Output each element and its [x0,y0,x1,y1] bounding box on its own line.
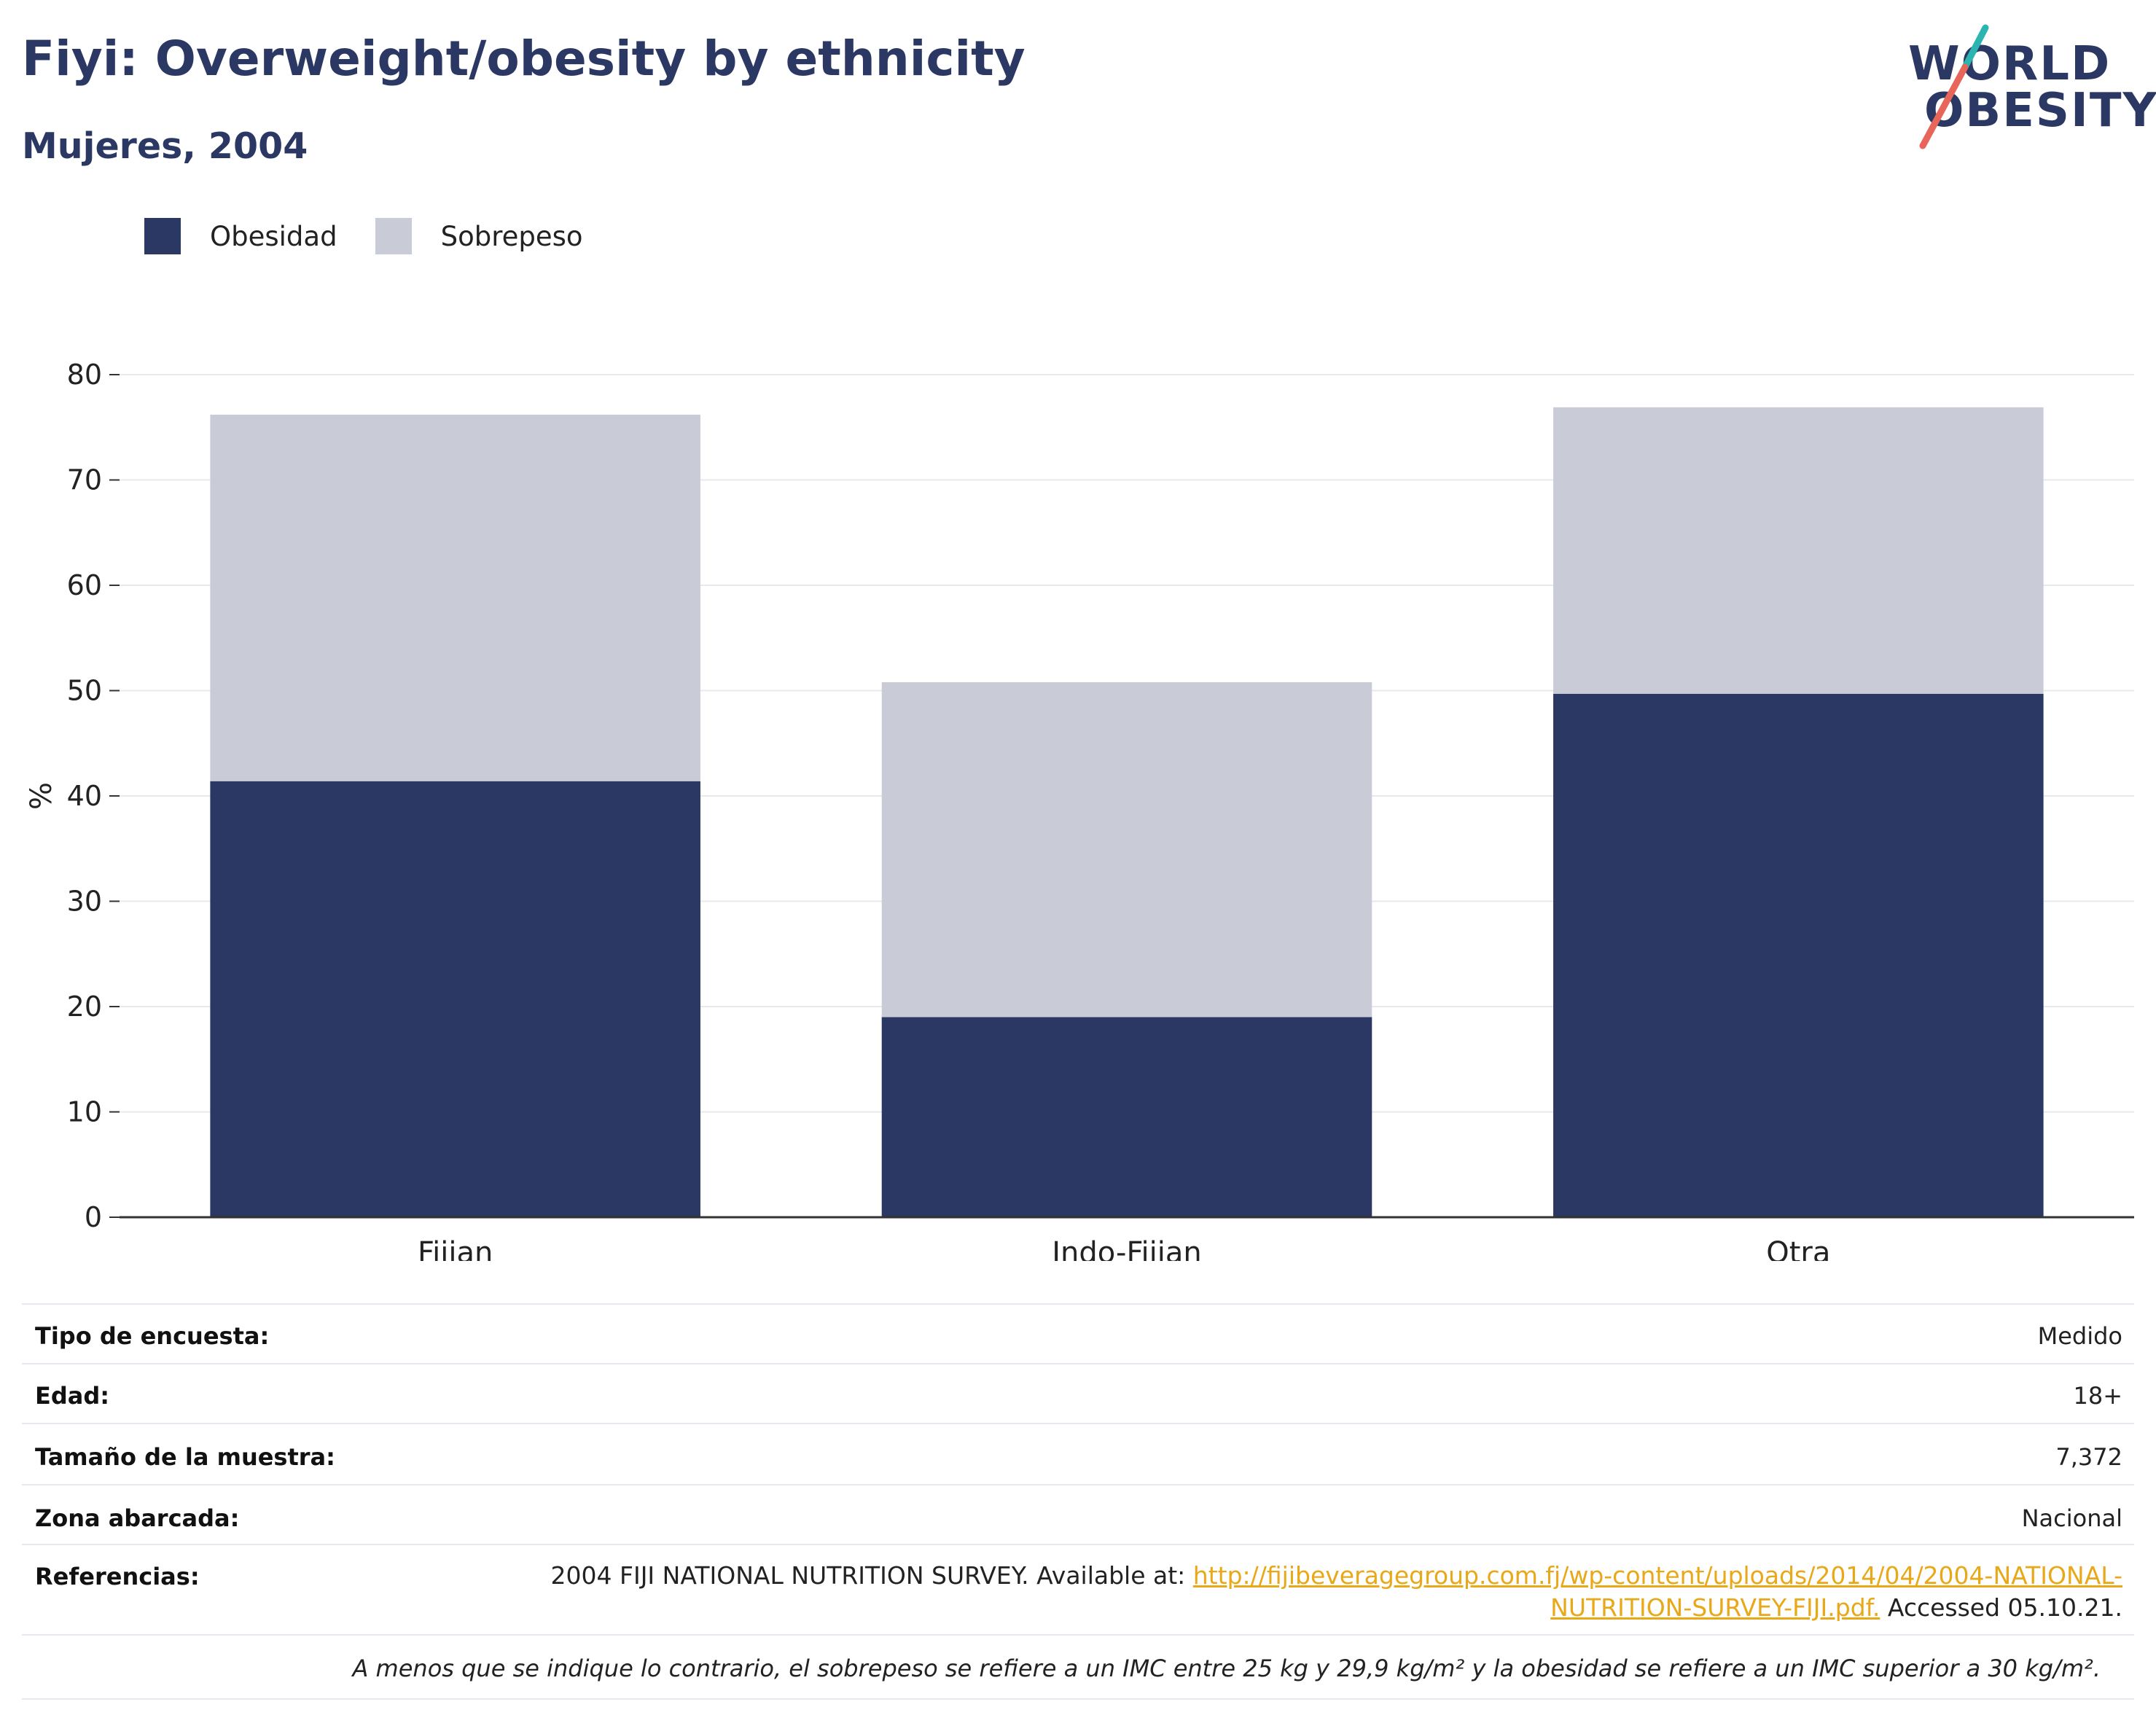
logo-line-2: OBESITY [1924,84,2156,138]
legend-label-obesidad: Obesidad [210,220,337,252]
bar-obesidad-indo-fijian [881,1017,1372,1217]
sample-size-label: Tamaño de la muestra: [35,1443,335,1471]
y-tick-label: 60 [67,569,102,601]
world-obesity-logo: WORLD OBESITY [1895,20,2156,159]
page-subtitle: Mujeres, 2004 [22,125,308,167]
footnote-text: A menos que se indique lo contrario, el … [352,1655,2101,1682]
logo-slash-icon [1919,24,1989,149]
references-accessed: Accessed 05.10.21. [1880,1593,2122,1622]
meta-row-survey-type: Tipo de encuesta: Medido [22,1303,2134,1364]
sample-size-value: 7,372 [2055,1443,2122,1471]
legend-swatch-obesidad [144,218,181,254]
x-tick-label: Fijian [418,1236,493,1261]
bar-obesidad-otra [1553,693,2044,1217]
logo-line-1: WORLD [1908,37,2112,91]
y-tick-label: 40 [67,780,102,812]
y-tick-label: 70 [67,464,102,496]
legend-item-obesidad: Obesidad [144,218,337,254]
y-tick-label: 80 [67,359,102,391]
x-tick-label: Indo-Fijian [1052,1236,1202,1261]
y-tick-label: 0 [85,1201,102,1233]
area-value: Nacional [2021,1504,2122,1532]
meta-row-area: Zona abarcada: Nacional [22,1484,2134,1545]
meta-row-sample-size: Tamaño de la muestra: 7,372 [22,1423,2134,1485]
references-text: 2004 FIJI NATIONAL NUTRITION SURVEY. Ava… [550,1561,1193,1590]
stacked-bar-chart: 0 10 20 30 40 50 60 70 80% Fijian Indo-Fijian Otra [25,359,2134,1261]
y-tick-label: 20 [67,991,102,1023]
references-link[interactable]: http://fijibeveragegroup.com.fj/wp-conte… [1192,1561,2122,1622]
age-label: Edad: [35,1382,110,1410]
y-tick-label: 30 [67,886,102,918]
meta-row-references: Referencias: 2004 FIJI NATIONAL NUTRITIO… [22,1544,2134,1636]
references-value: 2004 FIJI NATIONAL NUTRITION SURVEY. Ava… [446,1560,2122,1624]
y-axis-label: % [25,782,58,810]
meta-row-footnote: A menos que se indique lo contrario, el … [22,1634,2134,1700]
references-label: Referencias: [35,1563,200,1590]
survey-type-label: Tipo de encuesta: [35,1322,270,1350]
area-label: Zona abarcada: [35,1504,240,1532]
bar-sobrepeso-otra [1553,407,2044,694]
chart-legend: Obesidad Sobrepeso [144,217,621,255]
page-title: Fiyi: Overweight/obesity by ethnicity [22,31,1026,87]
bar-sobrepeso-indo-fijian [881,682,1372,1018]
legend-swatch-sobrepeso [375,218,412,254]
age-value: 18+ [2073,1382,2122,1410]
survey-type-value: Medido [2037,1322,2122,1350]
y-tick-label: 10 [67,1096,102,1128]
bar-sobrepeso-fijian [210,414,700,781]
legend-label-sobrepeso: Sobrepeso [440,220,583,252]
bar-obesidad-fijian [210,781,700,1217]
x-tick-label: Otra [1766,1236,1830,1261]
meta-row-age: Edad: 18+ [22,1363,2134,1424]
y-tick-label: 50 [67,675,102,707]
legend-item-sobrepeso: Sobrepeso [375,218,583,254]
